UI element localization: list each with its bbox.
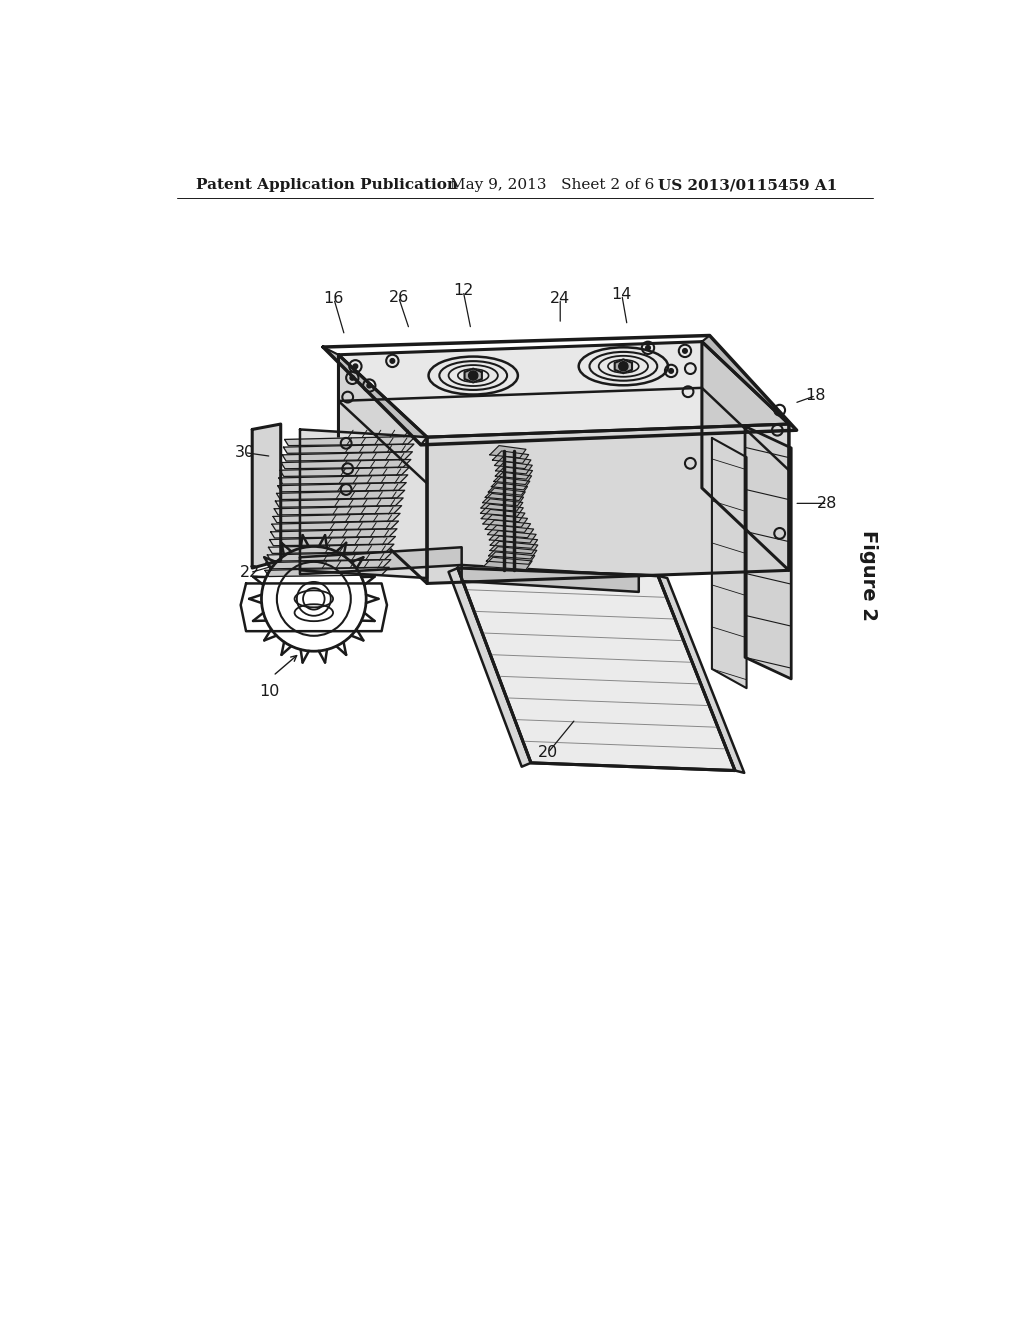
Polygon shape — [323, 347, 427, 445]
Polygon shape — [482, 494, 523, 506]
Polygon shape — [282, 459, 411, 469]
Circle shape — [669, 368, 674, 374]
Polygon shape — [285, 437, 416, 446]
Polygon shape — [483, 515, 527, 527]
Polygon shape — [489, 446, 526, 458]
Text: May 9, 2013   Sheet 2 of 6: May 9, 2013 Sheet 2 of 6 — [451, 178, 654, 193]
Polygon shape — [252, 424, 281, 568]
Text: 12: 12 — [453, 284, 473, 298]
Polygon shape — [488, 546, 537, 558]
Polygon shape — [490, 536, 538, 548]
Circle shape — [390, 359, 394, 363]
Text: 24: 24 — [550, 290, 570, 306]
Circle shape — [367, 383, 372, 388]
Polygon shape — [279, 475, 408, 484]
Polygon shape — [300, 429, 427, 578]
Polygon shape — [275, 498, 403, 507]
Polygon shape — [487, 525, 534, 537]
Polygon shape — [712, 438, 746, 688]
Polygon shape — [485, 520, 530, 532]
Polygon shape — [614, 359, 632, 374]
Text: Patent Application Publication: Patent Application Publication — [196, 178, 458, 193]
Circle shape — [618, 362, 628, 371]
Text: 22: 22 — [240, 565, 260, 581]
Polygon shape — [458, 568, 735, 771]
Text: 10: 10 — [259, 684, 280, 698]
Polygon shape — [494, 473, 531, 484]
Polygon shape — [284, 444, 414, 453]
Polygon shape — [449, 568, 531, 767]
Polygon shape — [276, 490, 404, 499]
Polygon shape — [658, 576, 744, 774]
Polygon shape — [489, 531, 537, 543]
Polygon shape — [339, 342, 788, 437]
Text: Figure 2: Figure 2 — [859, 531, 878, 622]
Polygon shape — [485, 488, 525, 500]
Polygon shape — [481, 499, 523, 511]
Polygon shape — [701, 335, 797, 430]
Polygon shape — [300, 548, 462, 574]
Polygon shape — [427, 424, 788, 583]
Polygon shape — [280, 467, 410, 477]
Text: 18: 18 — [806, 388, 826, 403]
Polygon shape — [465, 368, 482, 383]
Polygon shape — [271, 521, 398, 531]
Polygon shape — [267, 552, 392, 561]
Polygon shape — [339, 355, 427, 583]
Text: 30: 30 — [234, 445, 255, 461]
Text: 26: 26 — [388, 289, 409, 305]
Circle shape — [350, 376, 354, 380]
Polygon shape — [269, 536, 395, 545]
Polygon shape — [701, 342, 788, 570]
Polygon shape — [265, 568, 389, 577]
Polygon shape — [486, 552, 535, 564]
Polygon shape — [480, 504, 523, 516]
Polygon shape — [483, 557, 532, 570]
Text: 28: 28 — [817, 496, 838, 511]
Polygon shape — [489, 541, 538, 553]
Polygon shape — [495, 457, 530, 469]
Polygon shape — [496, 462, 532, 474]
Circle shape — [469, 371, 478, 380]
Polygon shape — [278, 483, 407, 492]
Polygon shape — [492, 478, 529, 490]
Polygon shape — [274, 506, 401, 515]
Circle shape — [353, 364, 357, 368]
Polygon shape — [745, 426, 792, 678]
Polygon shape — [268, 544, 394, 553]
Circle shape — [683, 348, 687, 354]
Polygon shape — [496, 467, 532, 479]
Polygon shape — [481, 510, 525, 521]
Polygon shape — [493, 451, 528, 463]
Text: 14: 14 — [611, 288, 632, 302]
Text: US 2013/0115459 A1: US 2013/0115459 A1 — [658, 178, 838, 193]
Polygon shape — [283, 451, 413, 461]
Text: 20: 20 — [538, 746, 558, 760]
Polygon shape — [266, 560, 391, 569]
Circle shape — [646, 346, 650, 350]
Polygon shape — [462, 565, 639, 591]
Polygon shape — [488, 483, 527, 495]
Polygon shape — [270, 529, 397, 539]
Text: 16: 16 — [324, 290, 344, 306]
Polygon shape — [273, 513, 400, 523]
